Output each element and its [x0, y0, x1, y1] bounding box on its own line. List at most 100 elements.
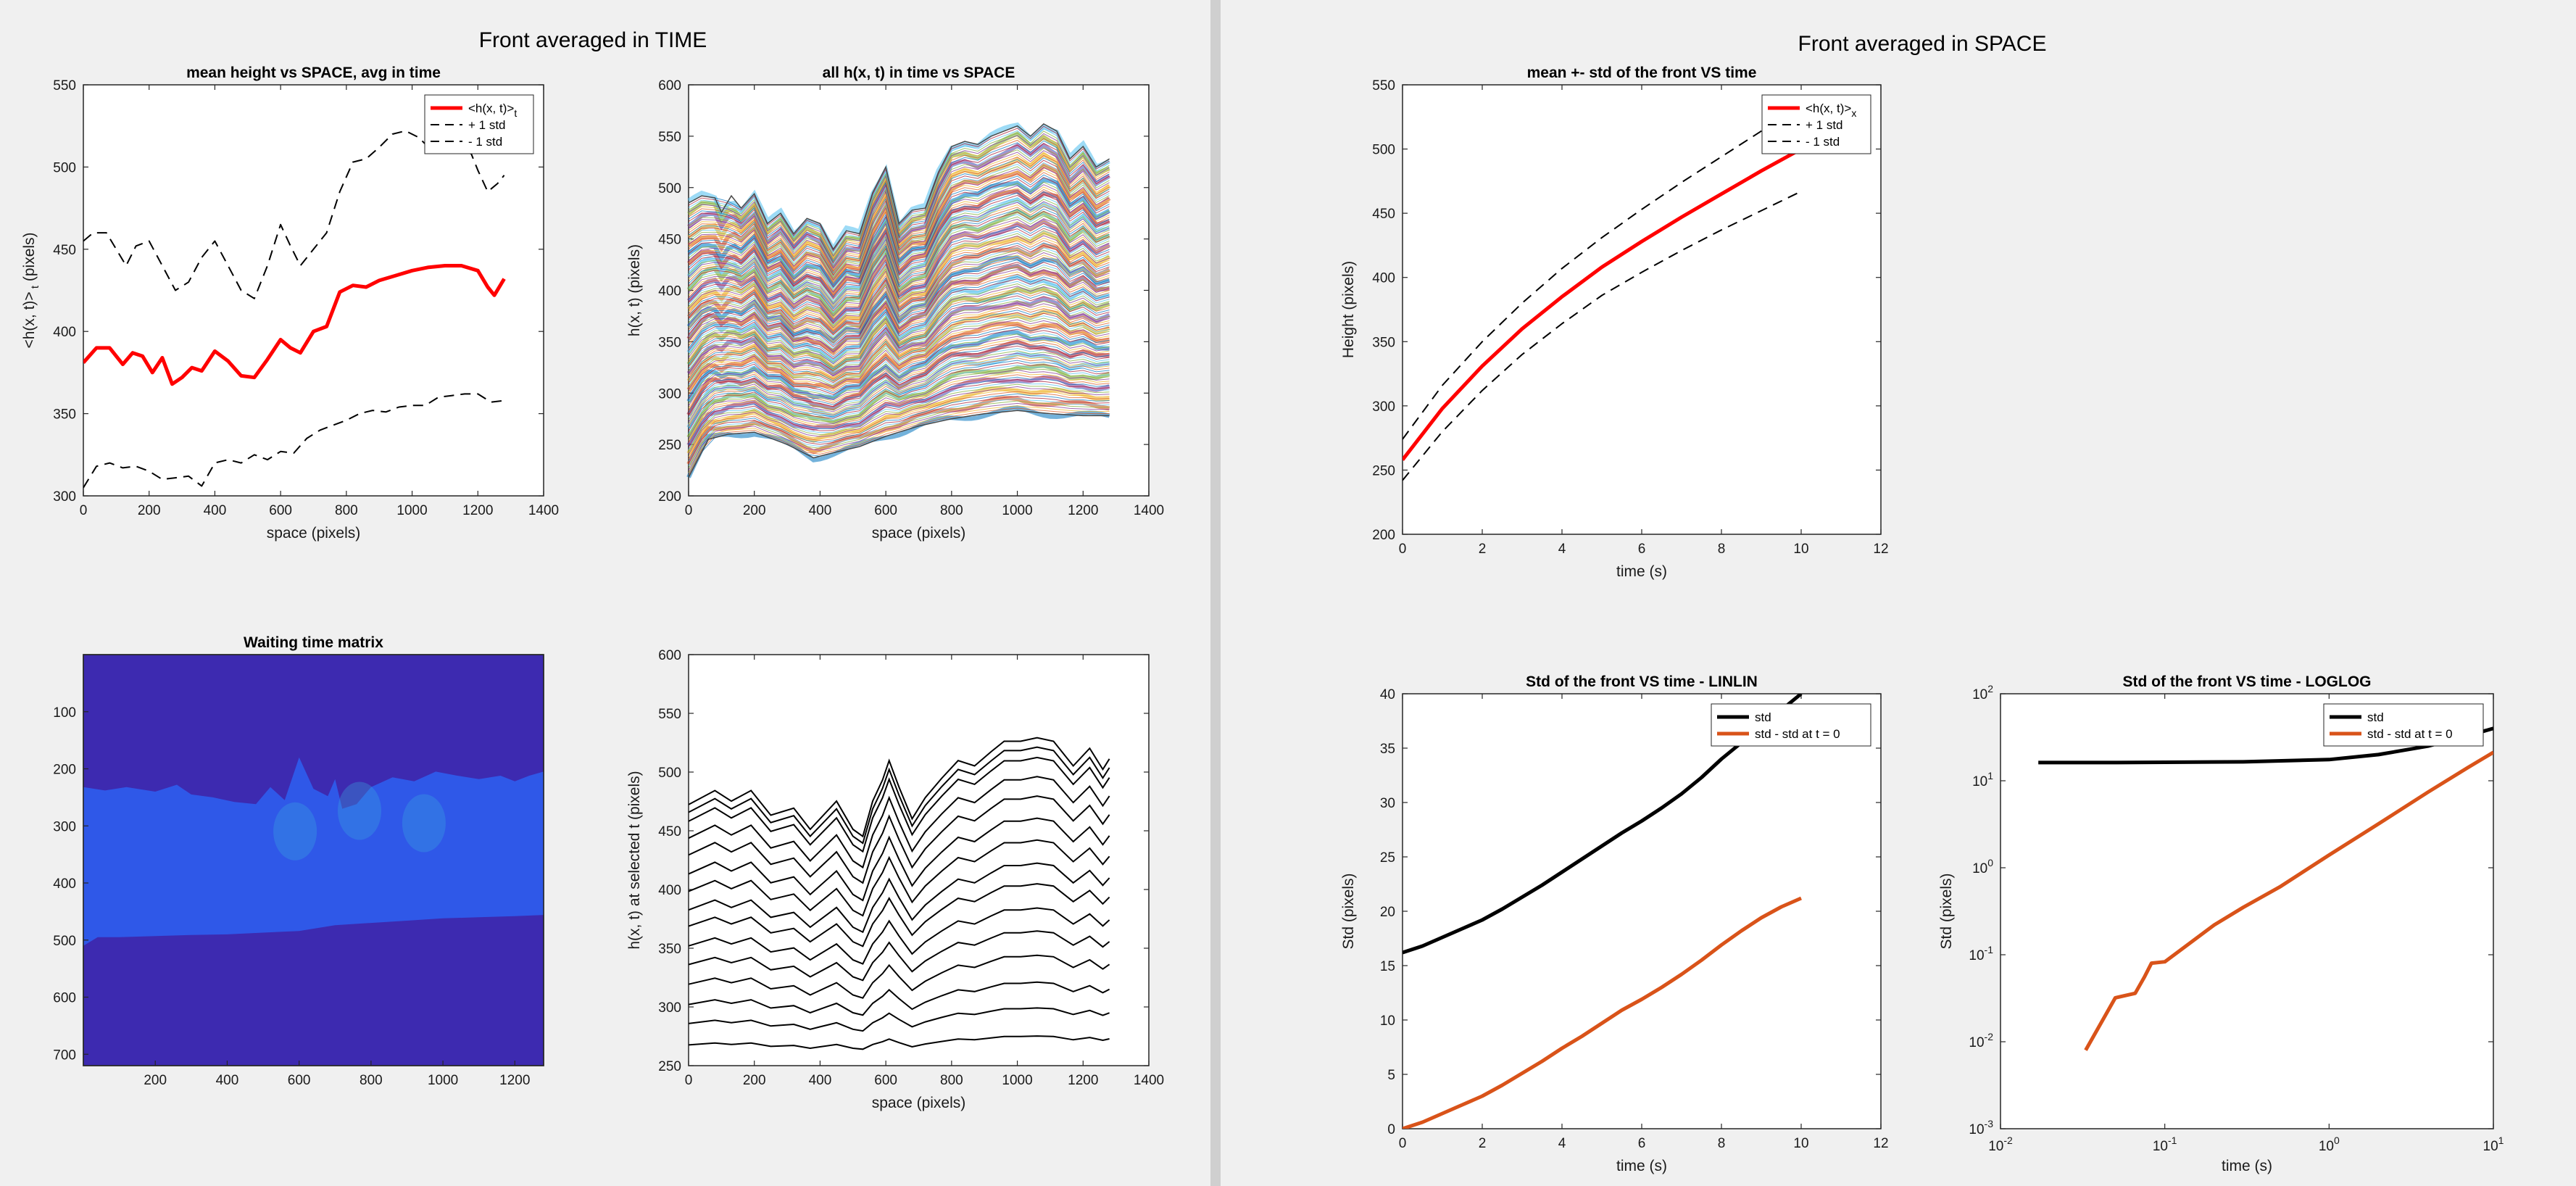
time-profile: [688, 273, 1110, 356]
time-profile: [688, 194, 1110, 300]
x-axis-label: space (pixels): [872, 525, 966, 542]
time-profile: [688, 312, 1110, 383]
x-tick-label: 600: [269, 503, 292, 518]
y-tick-label: 250: [658, 1059, 681, 1074]
time-profile: [688, 147, 1110, 268]
time-profile: [688, 125, 1110, 252]
y-tick-label: 350: [53, 407, 76, 423]
y-tick-label: 5: [1387, 1068, 1395, 1083]
time-profile: [688, 350, 1110, 420]
time-profile: [688, 165, 1110, 279]
y-tick-label: 101: [1972, 770, 1993, 789]
x-tick-label: 0: [685, 503, 693, 518]
time-profile: [688, 199, 1110, 303]
time-profile: [688, 389, 1110, 457]
y-tick-label: 300: [1372, 399, 1395, 415]
legend-entry: + 1 std: [468, 118, 506, 132]
plot-waiting-time-matrix: 200 400 600 800 1000 1200 100 200 300 400 500 600 70…: [53, 634, 544, 1088]
x-tick-label: 1000: [396, 503, 427, 518]
time-profile: [688, 218, 1110, 317]
time-profile: [688, 228, 1110, 323]
profile-top-edge: [688, 123, 1110, 251]
time-profile: [688, 174, 1110, 286]
y-tick-label: 350: [658, 335, 681, 350]
y-tick-label: 300: [53, 489, 76, 505]
series-line: [1403, 896, 1802, 1129]
x-tick-label: 400: [809, 1073, 832, 1088]
x-tick-label: 8: [1718, 1136, 1726, 1151]
time-profile: [688, 400, 1110, 469]
series-line: [2084, 750, 2493, 1051]
time-profile: [688, 225, 1110, 322]
y-tick-label: 700: [53, 1048, 76, 1063]
y-tick-label: 550: [53, 78, 76, 94]
heatmap-hotspot: [273, 802, 317, 861]
y-tick-label: 300: [53, 819, 76, 834]
y-tick-label: 10-3: [1969, 1118, 1993, 1137]
time-profile: [688, 242, 1110, 334]
time-profile: [688, 257, 1110, 344]
time-profile: [688, 278, 1110, 360]
time-profile: [688, 336, 1110, 407]
time-profile: [688, 372, 1110, 441]
time-profile-band: [686, 375, 1110, 447]
time-profile: [688, 374, 1110, 444]
time-profile: [688, 220, 1110, 318]
axes-box: [83, 654, 544, 1066]
time-profile: [688, 266, 1110, 351]
selected-time-profile: [688, 737, 1110, 838]
time-profile: [688, 172, 1110, 284]
y-tick-label: 30: [1380, 796, 1395, 811]
x-tick-label: 6: [1638, 542, 1646, 557]
x-tick-label: 2: [1479, 1136, 1487, 1151]
legend-box: [1761, 94, 1871, 154]
y-tick-label: 550: [1372, 78, 1395, 94]
x-tick-label: 101: [2483, 1135, 2504, 1154]
time-profile: [688, 208, 1110, 310]
time-profile: [688, 271, 1110, 354]
axes-title: Waiting time matrix: [244, 634, 383, 651]
legend-entry: + 1 std: [1806, 118, 1843, 132]
time-profile: [688, 297, 1110, 373]
time-profile: [688, 206, 1110, 308]
legend-entry: - 1 std: [1806, 135, 1840, 149]
legend-box: [2323, 703, 2484, 747]
time-profile: [688, 276, 1110, 358]
time-profile: [688, 252, 1110, 341]
legend-entry: std: [2367, 710, 2384, 724]
axes-box: [688, 654, 1150, 1066]
right-window-title: Front averaged in SPACE: [1798, 32, 2047, 56]
time-profile: [688, 383, 1110, 452]
time-profile: [688, 201, 1110, 305]
legend-entry: std - std at t = 0: [1755, 727, 1840, 741]
x-tick-label: 600: [874, 503, 897, 518]
time-profile: [688, 262, 1110, 347]
time-profile: [688, 300, 1110, 375]
legend-entry: <h(x, t)>x: [1806, 101, 1856, 119]
heatmap-front-region: [83, 757, 544, 946]
time-profile: [688, 196, 1110, 302]
y-tick-label: 10-2: [1969, 1031, 1993, 1050]
y-tick-label: 400: [1372, 271, 1395, 286]
time-profile: [688, 343, 1110, 413]
plot-all-h-vs-space: 0 200 400 600 800 1000 1200 1400 200 250 300 350 400…: [626, 65, 1164, 542]
time-profile: [688, 331, 1110, 402]
y-tick-label: 250: [1372, 463, 1395, 478]
time-profile: [688, 281, 1110, 361]
time-profile: [688, 215, 1110, 315]
y-axis-label: <h(x, t)> t (pixels): [21, 232, 41, 348]
time-profile: [688, 391, 1110, 460]
x-tick-label: 1200: [1068, 1073, 1098, 1088]
time-profile: [688, 150, 1110, 269]
selected-time-profile: [688, 839, 1110, 917]
y-tick-label: 400: [658, 284, 681, 299]
time-profile: [688, 170, 1110, 283]
time-profile: [688, 396, 1110, 464]
time-profile: [688, 191, 1110, 298]
plot-mean-std-vs-time: 0 2 4 6 8 10 12 200 250 300 350 400 450 500 550 mean +-…: [1340, 65, 1889, 580]
selected-time-profile: [688, 907, 1110, 965]
x-tick-label: 200: [743, 503, 766, 518]
series-line: [83, 130, 505, 299]
y-tick-label: 400: [658, 883, 681, 898]
